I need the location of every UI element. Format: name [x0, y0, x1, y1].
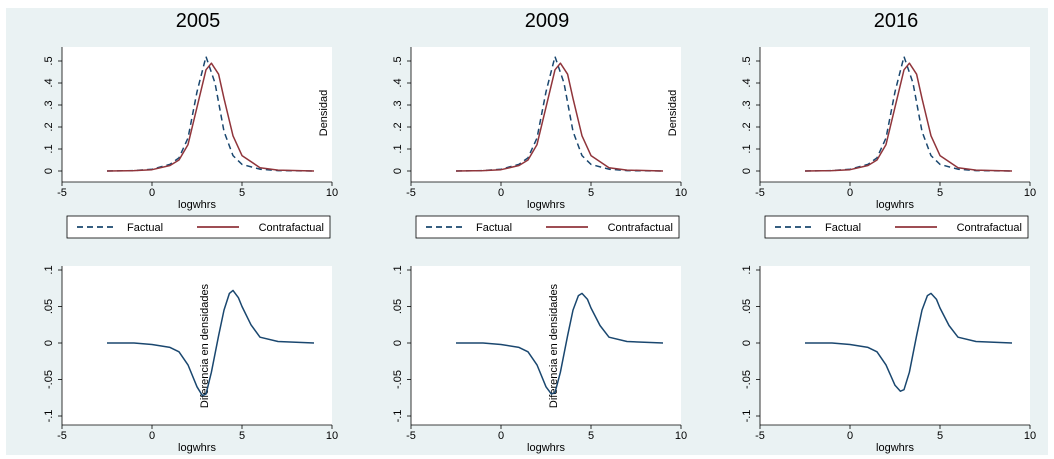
x-tick-label: 0 — [149, 430, 155, 442]
x-axis-label: logwhrs — [178, 199, 216, 211]
y-tick-label: .1 — [741, 144, 753, 153]
y-tick-label: .05 — [741, 299, 753, 314]
series-line-difference — [805, 292, 1013, 392]
y-axis-label: Diferencia en densidades — [548, 283, 560, 408]
panel-title-2016: 2016 — [873, 10, 919, 32]
x-tick-label: 5 — [937, 430, 943, 442]
y-axis-label: Diferencia en densidades — [199, 283, 211, 408]
y-tick-label: .1 — [392, 265, 404, 274]
series-line-contrafactual — [106, 62, 315, 172]
x-axis-label: logwhrs — [527, 442, 565, 454]
legend-label-contrafactual: Contrafactual — [259, 222, 324, 234]
y-tick-label: .5 — [43, 56, 55, 65]
x-tick-label: 5 — [239, 430, 245, 442]
plot-area — [411, 47, 681, 182]
y-tick-label: .2 — [43, 122, 55, 131]
plot-area — [760, 47, 1030, 182]
y-tick-label: .4 — [741, 78, 753, 87]
y-tick-label: .2 — [741, 122, 753, 131]
y-tick-label: -.1 — [392, 410, 404, 423]
y-tick-label: -.05 — [741, 370, 753, 389]
y-tick-label: -.05 — [43, 370, 55, 389]
x-tick-label: 0 — [498, 430, 504, 442]
chart-panel-0: .5 .4 .3 .2 .1 0 -5 0 5 10 logwhrs Densidad Factual C… — [43, 47, 338, 239]
chart-panel-4: .1 .05 0 -.05 -.1-5 0 5 10 logwhrs Diferencia en … — [392, 265, 687, 454]
chart-panel-3: .1 .05 0 -.05 -.1-5 0 5 10 logwhrs Diferencia en … — [43, 265, 338, 454]
series-line-difference — [107, 289, 315, 397]
x-tick-label: 10 — [675, 187, 687, 199]
plot-area — [411, 266, 681, 425]
x-axis-label: logwhrs — [876, 199, 914, 211]
plot-area — [62, 266, 332, 425]
y-tick-label: -.1 — [43, 410, 55, 423]
y-tick-label: .2 — [392, 122, 404, 131]
y-tick-label: -.1 — [741, 410, 753, 423]
x-tick-label: 0 — [847, 430, 853, 442]
x-tick-label: 5 — [937, 187, 943, 199]
y-tick-label: .5 — [741, 56, 753, 65]
x-tick-label: -5 — [57, 187, 67, 199]
plot-area — [760, 266, 1030, 425]
legend-label-contrafactual: Contrafactual — [957, 222, 1022, 234]
y-tick-label: .5 — [392, 56, 404, 65]
x-tick-label: -5 — [57, 430, 67, 442]
y-tick-label: .05 — [43, 299, 55, 314]
y-tick-label: .4 — [392, 78, 404, 87]
x-tick-label: -5 — [755, 430, 765, 442]
y-axis-label: Densidad — [667, 90, 679, 136]
x-axis-label: logwhrs — [527, 199, 565, 211]
y-tick-label: 0 — [741, 168, 753, 174]
x-tick-label: -5 — [755, 187, 765, 199]
x-tick-label: 5 — [239, 187, 245, 199]
y-tick-label: 0 — [741, 340, 753, 346]
x-tick-label: 0 — [149, 187, 155, 199]
x-axis-label: logwhrs — [178, 442, 216, 454]
x-tick-label: 10 — [326, 187, 338, 199]
legend-label-factual: Factual — [825, 222, 861, 234]
x-tick-label: 5 — [588, 187, 594, 199]
y-tick-label: .3 — [43, 100, 55, 109]
chart-panel-1: .5 .4 .3 .2 .1 0 -5 0 5 10 logwhrs Densidad Factual C… — [392, 47, 687, 239]
series-line-contrafactual — [455, 62, 664, 172]
y-tick-label: .1 — [43, 144, 55, 153]
x-tick-label: 10 — [326, 430, 338, 442]
x-tick-label: -5 — [406, 430, 416, 442]
x-tick-label: 0 — [498, 187, 504, 199]
panel-title-2005: 2005 — [175, 10, 221, 32]
y-tick-label: .1 — [392, 144, 404, 153]
y-tick-label: .1 — [43, 265, 55, 274]
plot-area — [62, 47, 332, 182]
y-tick-label: .3 — [392, 100, 404, 109]
chart-panel-2: .5 .4 .3 .2 .1 0 -5 0 5 10 logwhrs Factual Contrafac… — [741, 47, 1036, 239]
y-axis-label: Densidad — [318, 90, 330, 136]
legend-label-factual: Factual — [127, 222, 163, 234]
y-tick-label: 0 — [43, 168, 55, 174]
panel-title-2009: 2009 — [524, 10, 570, 32]
x-tick-label: 10 — [675, 430, 687, 442]
chart-panel-5: .1 .05 0 -.05 -.1-5 0 5 10 logwhrs — [741, 265, 1036, 454]
legend-label-factual: Factual — [476, 222, 512, 234]
x-tick-label: 10 — [1024, 430, 1036, 442]
y-tick-label: 0 — [392, 168, 404, 174]
x-tick-label: -5 — [406, 187, 416, 199]
x-tick-label: 5 — [588, 430, 594, 442]
x-tick-label: 0 — [847, 187, 853, 199]
x-tick-label: 10 — [1024, 187, 1036, 199]
legend-label-contrafactual: Contrafactual — [608, 222, 673, 234]
y-tick-label: .3 — [741, 100, 753, 109]
y-tick-label: .05 — [392, 299, 404, 314]
x-axis-label: logwhrs — [876, 442, 914, 454]
series-line-contrafactual — [804, 62, 1013, 172]
y-tick-label: .4 — [43, 78, 55, 87]
series-line-difference — [456, 292, 664, 395]
y-tick-label: .1 — [741, 265, 753, 274]
y-tick-label: -.05 — [392, 370, 404, 389]
y-tick-label: 0 — [392, 340, 404, 346]
y-tick-label: 0 — [43, 340, 55, 346]
